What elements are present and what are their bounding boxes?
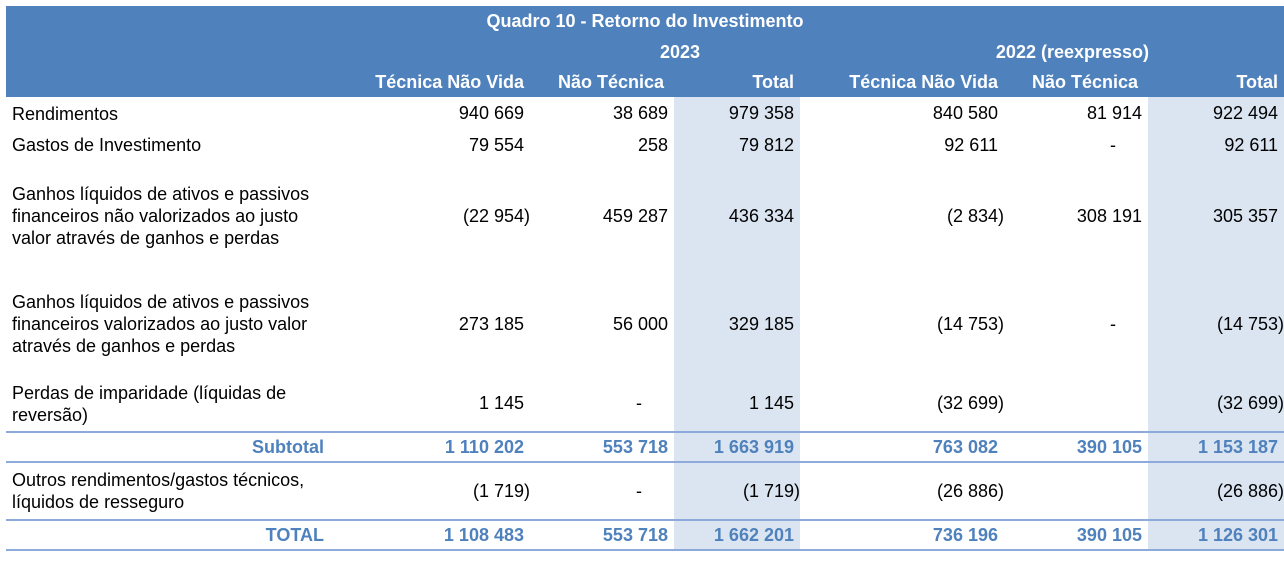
title-row: Quadro 10 - Retorno do Investimento: [6, 6, 1284, 37]
cell-value: 940 669: [458, 103, 524, 123]
col-header-total-2023: Total: [674, 67, 800, 97]
cell-value: 436 334: [674, 160, 800, 272]
row-label: Perdas de imparidade (líquidas de revers…: [12, 382, 287, 425]
col-header-total-2022: Total: [1148, 67, 1284, 97]
cell-value: (26 886): [800, 461, 1004, 520]
cell-value: 329 185: [674, 272, 800, 376]
cell-value: 390 105: [1004, 519, 1148, 551]
cell-value: 79 812: [674, 130, 800, 160]
cell-value: (26 886): [1148, 461, 1284, 520]
year-row: 2023 2022 (reexpresso): [6, 37, 1284, 67]
table-row: Gastos de Investimento 79 554 258 79 812…: [6, 130, 1284, 160]
cell-value: 979 358: [674, 97, 800, 130]
table-row: Perdas de imparidade (líquidas de revers…: [6, 376, 1284, 432]
cell-value: (22 954): [462, 205, 530, 226]
cell-value: 1 110 202: [330, 431, 530, 462]
cell-value: -: [1110, 134, 1116, 155]
cell-value: (14 753): [936, 313, 1004, 334]
cell-value: 459 287: [602, 205, 668, 226]
subtotal-row: Subtotal 1 110 202 553 718 1 663 919 763…: [6, 431, 1284, 462]
cell-value: 390 105: [1004, 431, 1148, 462]
cell-value: 1 662 201: [674, 519, 800, 551]
col-header-tecnica-nao-vida-2022: Técnica Não Vida: [800, 67, 1004, 97]
cell-value: (32 699): [1148, 376, 1284, 432]
col-header-nao-tecnica-2022: Não Técnica: [1004, 67, 1148, 97]
cell-value: 763 082: [800, 431, 1004, 462]
year-2023: 2023: [330, 37, 800, 67]
col-header-tecnica-nao-vida-2023: Técnica Não Vida: [330, 67, 530, 97]
cell-value: 56 000: [612, 313, 668, 334]
cell-value: 92 611: [944, 134, 998, 155]
cell-value: (14 753): [1148, 272, 1284, 376]
cell-value: 736 196: [800, 519, 1004, 551]
cell-value: 92 611: [1148, 130, 1284, 160]
column-header-row: Técnica Não Vida Não Técnica Total Técni…: [6, 67, 1284, 97]
cell-value: 1 126 301: [1148, 519, 1284, 551]
row-label: Ganhos líquidos de ativos e passivos fin…: [12, 292, 310, 356]
cell-value: 38 689: [612, 103, 668, 123]
row-label: Outros rendimentos/gastos técnicos, líqu…: [6, 461, 330, 520]
cell-value: 79 554: [468, 134, 524, 155]
cell-value: [1004, 461, 1148, 520]
cell-value: 922 494: [1148, 97, 1284, 130]
row-label: Rendimentos: [12, 103, 119, 124]
cell-value: -: [636, 393, 642, 413]
table-row: Outros rendimentos/gastos técnicos, líqu…: [6, 461, 1284, 520]
cell-value: 81 914: [1086, 103, 1142, 123]
cell-value: (1 719): [674, 461, 800, 520]
investment-return-table: Quadro 10 - Retorno do Investimento 2023…: [6, 6, 1284, 551]
cell-value: (32 699): [936, 393, 1004, 413]
col-header-nao-tecnica-2023: Não Técnica: [530, 67, 674, 97]
row-label: Gastos de Investimento: [12, 135, 202, 155]
cell-value: 1 145: [674, 376, 800, 432]
cell-value: 258: [637, 134, 668, 155]
table-row: Ganhos líquidos de ativos e passivos fin…: [6, 160, 1284, 272]
total-label: TOTAL: [6, 519, 330, 551]
header-blank: [6, 67, 330, 97]
table-title: Quadro 10 - Retorno do Investimento: [6, 6, 1284, 37]
cell-value: -: [1110, 313, 1116, 334]
cell-value: 1 108 483: [330, 519, 530, 551]
cell-value: [1004, 376, 1148, 432]
table-row: Rendimentos 940 669 38 689 979 358 840 5…: [6, 97, 1284, 130]
cell-value: 553 718: [530, 519, 674, 551]
cell-value: 840 580: [932, 103, 998, 123]
cell-value: 273 185: [458, 313, 524, 334]
cell-value: (1 719): [330, 461, 530, 520]
cell-value: 305 357: [1148, 160, 1284, 272]
subtotal-label: Subtotal: [6, 431, 330, 462]
year-2022: 2022 (reexpresso): [800, 37, 1284, 67]
cell-value: 1 663 919: [674, 431, 800, 462]
row-label: Ganhos líquidos de ativos e passivos fin…: [12, 184, 310, 248]
header-blank: [6, 37, 330, 67]
cell-value: 1 153 187: [1148, 431, 1284, 462]
cell-value: 553 718: [530, 431, 674, 462]
total-row: TOTAL 1 108 483 553 718 1 662 201 736 19…: [6, 519, 1284, 551]
table-row: Ganhos líquidos de ativos e passivos fin…: [6, 272, 1284, 376]
cell-value: (2 834): [946, 205, 1004, 226]
cell-value: 308 191: [1076, 205, 1142, 226]
cell-value: 1 145: [478, 393, 524, 413]
cell-value: -: [530, 461, 674, 520]
